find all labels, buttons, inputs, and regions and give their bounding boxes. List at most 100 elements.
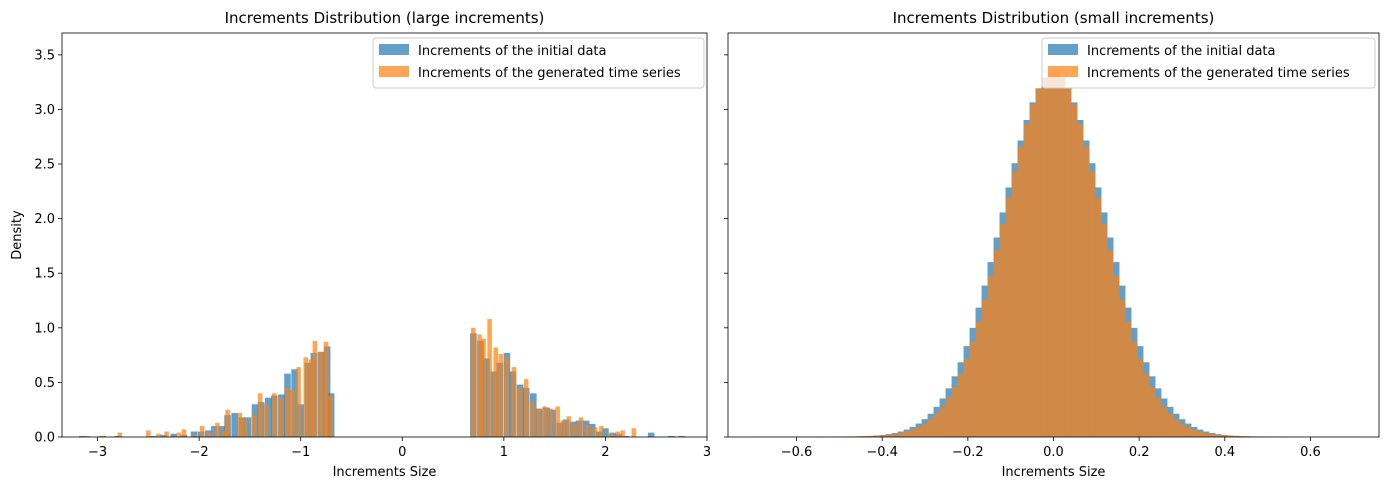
legend-label-generated: Increments of the generated time series bbox=[1087, 66, 1350, 81]
bar-generated-series bbox=[927, 419, 934, 437]
x-tick-label: −1 bbox=[291, 445, 310, 460]
bar-initial-data bbox=[562, 419, 570, 437]
bar-generated-series bbox=[1233, 435, 1240, 437]
legend-swatch-generated bbox=[1048, 66, 1078, 77]
bar-generated-series bbox=[237, 412, 243, 437]
legend-swatch-generated bbox=[379, 66, 409, 77]
bar-generated-series bbox=[1143, 374, 1150, 437]
bar-generated-series bbox=[511, 367, 517, 437]
bar-generated-series bbox=[1059, 77, 1066, 437]
bar-generated-series bbox=[951, 387, 958, 437]
y-tick-label: 0.5 bbox=[34, 376, 55, 391]
bar-generated-series bbox=[1041, 77, 1048, 437]
bar-generated-series bbox=[1101, 224, 1108, 437]
bar-generated-series bbox=[1107, 250, 1114, 437]
bar-generated-series bbox=[257, 393, 263, 437]
y-tick-label: 0.0 bbox=[34, 431, 55, 446]
bar-initial-data bbox=[231, 412, 238, 437]
bar-generated-series bbox=[615, 431, 620, 437]
chart-panel-small-increments: −0.6 −0.4 −0.2 0.0 0.2 0.4 0.6 Increments Dist… bbox=[724, 9, 1380, 480]
x-tick-label: 0.2 bbox=[1129, 445, 1150, 460]
legend-swatch-initial bbox=[1048, 44, 1078, 55]
x-axis-ticks: −3 −2 −1 0 1 2 3 bbox=[88, 437, 711, 460]
bar-generated-series bbox=[548, 408, 553, 437]
bar-generated-series bbox=[969, 341, 976, 437]
bar-generated-series bbox=[891, 433, 898, 437]
legend: Increments of the initial data Increment… bbox=[372, 37, 705, 89]
x-tick-label: −0.2 bbox=[952, 445, 984, 460]
bar-generated-series bbox=[585, 424, 591, 437]
y-tick-label: 3.0 bbox=[34, 103, 55, 118]
bar-generated-series bbox=[885, 434, 892, 437]
bar-generated-series bbox=[477, 334, 482, 437]
bar-generated-series bbox=[1095, 197, 1102, 437]
bar-generated-series bbox=[1119, 299, 1126, 437]
bar-generated-series bbox=[1203, 432, 1210, 437]
bar-generated-series bbox=[523, 379, 529, 437]
chart-title: Increments Distribution (large increment… bbox=[225, 9, 545, 27]
bar-generated-series bbox=[987, 275, 994, 437]
y-tick-label: 2.5 bbox=[34, 158, 55, 173]
bar-generated-series bbox=[296, 367, 301, 437]
bar-generated-series bbox=[146, 430, 151, 437]
bar-generated-series bbox=[242, 418, 248, 437]
bar-generated-series bbox=[1005, 197, 1012, 437]
bar-generated-series bbox=[323, 342, 329, 437]
bar-generated-series bbox=[1221, 435, 1228, 437]
bar-generated-series bbox=[1071, 104, 1078, 437]
x-tick-label: 3 bbox=[703, 445, 711, 460]
x-axis-label: Increments Size bbox=[1002, 465, 1106, 480]
y-tick-label: 3.5 bbox=[34, 48, 55, 63]
bar-generated-series bbox=[578, 417, 584, 437]
bar-generated-series bbox=[566, 416, 572, 437]
bar-generated-series bbox=[999, 224, 1006, 437]
chart-title: Increments Distribution (small increment… bbox=[893, 9, 1215, 27]
bar-initial-data bbox=[150, 435, 157, 437]
bar-generated-series bbox=[897, 432, 904, 437]
bar-generated-series bbox=[592, 427, 598, 437]
bar-generated-series bbox=[620, 430, 625, 437]
bar-generated-series bbox=[1209, 433, 1216, 437]
bar-generated-series bbox=[1191, 429, 1198, 437]
bar-generated-series bbox=[225, 409, 230, 437]
x-axis-label: Increments Size bbox=[333, 465, 437, 480]
x-tick-label: 1 bbox=[500, 445, 508, 460]
legend: Increments of the initial data Increment… bbox=[1041, 37, 1376, 89]
bar-generated-series bbox=[1137, 359, 1144, 437]
x-tick-label: −0.4 bbox=[866, 445, 898, 460]
bar-generated-series bbox=[572, 423, 578, 437]
x-tick-label: 0.0 bbox=[1043, 445, 1064, 460]
bar-generated-series bbox=[945, 397, 952, 437]
bar-generated-series bbox=[1155, 397, 1162, 437]
bar-generated-series bbox=[191, 434, 197, 437]
y-tick-label: 1.5 bbox=[34, 267, 55, 282]
bar-generated-series bbox=[1053, 70, 1060, 437]
bar-generated-series bbox=[1113, 275, 1120, 437]
legend-label-initial: Increments of the initial data bbox=[418, 44, 606, 59]
bar-generated-series bbox=[1029, 104, 1036, 437]
bar-initial-data bbox=[160, 434, 167, 437]
bar-initial-data bbox=[647, 432, 655, 437]
bar-generated-series bbox=[308, 359, 314, 437]
bar-generated-series bbox=[873, 435, 880, 437]
bar-generated-series bbox=[1047, 70, 1054, 437]
x-tick-label: −0.6 bbox=[781, 445, 813, 460]
bar-generated-series bbox=[1089, 171, 1096, 437]
bar-generated-series bbox=[1017, 146, 1024, 437]
bar-generated-series bbox=[542, 406, 547, 437]
bar-generated-series bbox=[879, 435, 886, 437]
bar-generated-series bbox=[487, 319, 492, 437]
bar-generated-series bbox=[1167, 413, 1174, 437]
bar-generated-series bbox=[909, 429, 916, 437]
bar-generated-series bbox=[493, 347, 499, 437]
y-axis-ticks: 0.0 0.5 1.0 1.5 2.0 2.5 3.0 3.5 bbox=[34, 48, 62, 446]
bar-generated-series bbox=[156, 433, 161, 437]
legend-label-initial: Increments of the initial data bbox=[1087, 44, 1275, 59]
x-tick-label: −3 bbox=[88, 445, 107, 460]
bar-generated-series bbox=[867, 435, 874, 437]
x-tick-label: 2 bbox=[601, 445, 609, 460]
chart-panel-large-increments: −3 −2 −1 0 1 2 3 0.0 0.5 1.0 1.5 2.0 2.5 3.0 3.5 Incr… bbox=[10, 9, 711, 480]
bar-generated-series bbox=[278, 397, 283, 437]
bar-initial-data bbox=[190, 431, 198, 437]
bar-generated-series bbox=[481, 338, 486, 437]
